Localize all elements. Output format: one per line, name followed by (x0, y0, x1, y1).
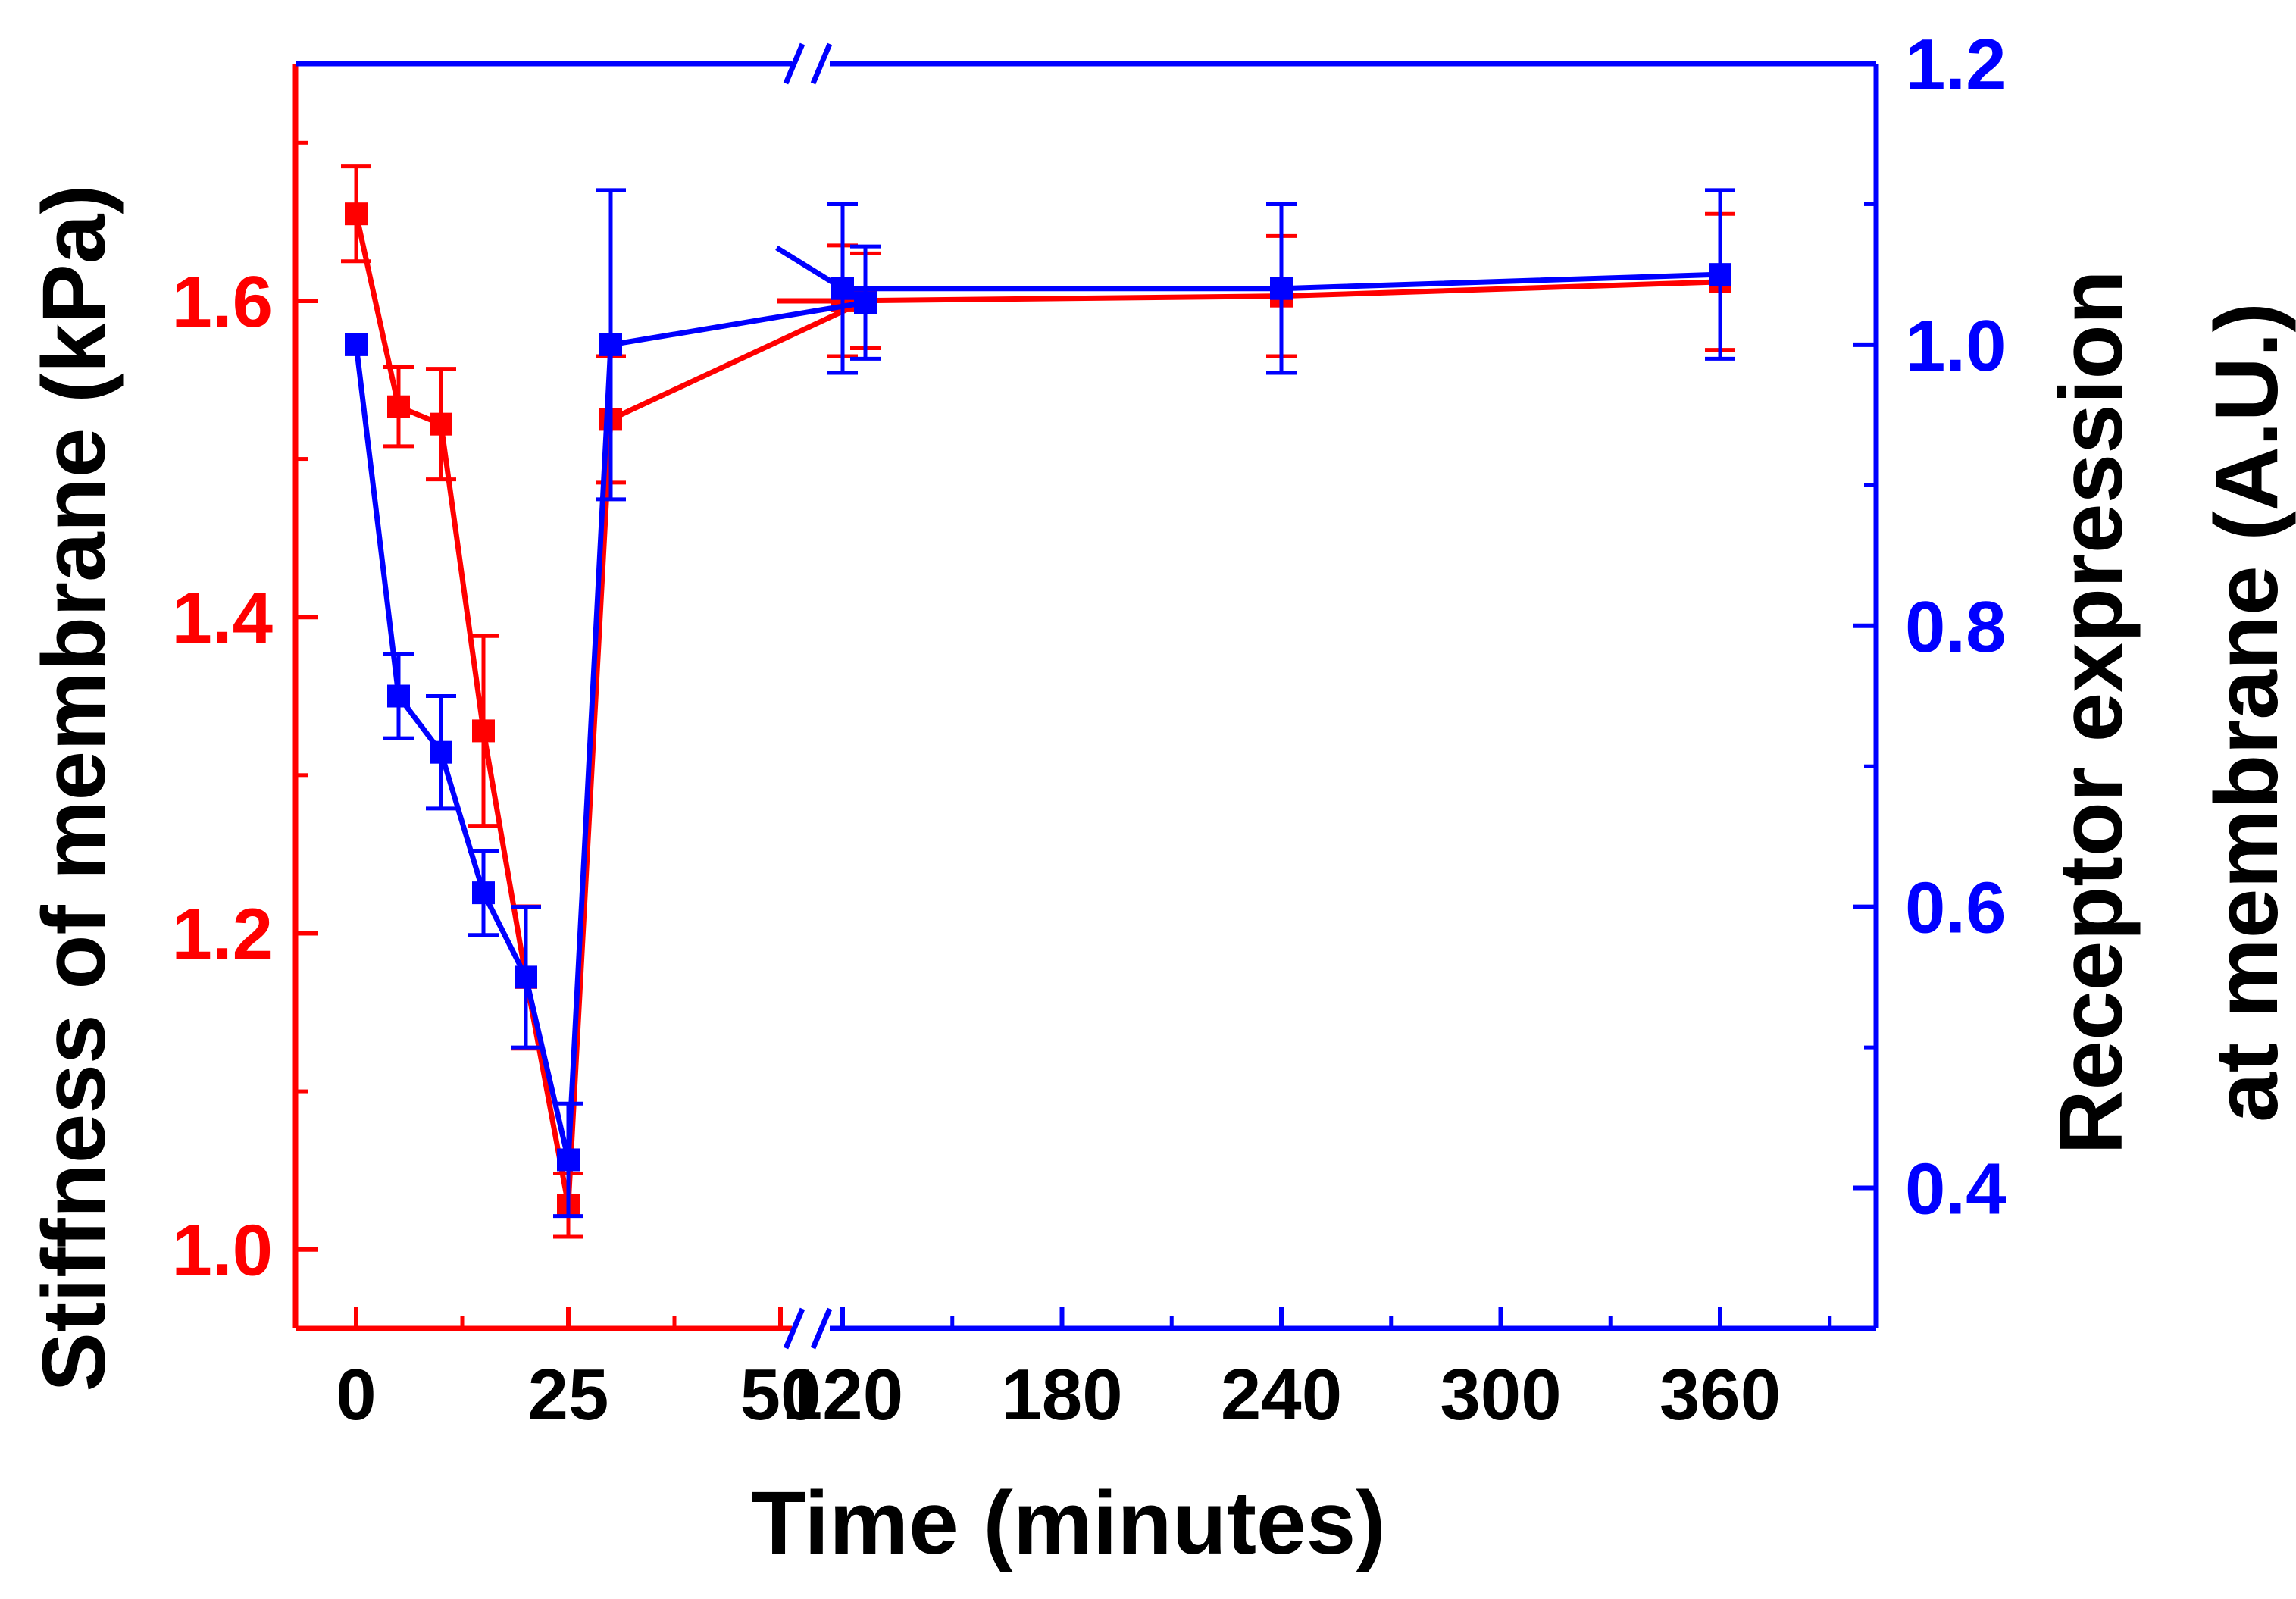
series-2 (345, 188, 1735, 1219)
y-left-tick-label: 1.6 (172, 261, 273, 343)
axis-break-mark (810, 1307, 833, 1350)
y-right-tick-label: 0.8 (1905, 587, 2006, 668)
y-axis-right-title-line2: at membrane (A.U.) (2197, 302, 2296, 1122)
data-point (387, 684, 410, 708)
y-right-tick-label: 0.4 (1905, 1149, 2006, 1230)
axes-layer (292, 42, 1879, 1350)
x-tick-label: 180 (1001, 1354, 1122, 1435)
data-point (599, 333, 622, 356)
y-right-tick-label: 1.2 (1905, 24, 2006, 105)
axis-break-mark (783, 1307, 805, 1350)
x-tick-label: 25 (528, 1354, 609, 1435)
data-point (345, 202, 368, 226)
x-axis-title: Time (minutes) (751, 1473, 1385, 1573)
y-left-tick-label: 1.0 (172, 1210, 273, 1291)
data-point (430, 740, 452, 764)
data-point (854, 291, 877, 314)
data-point (430, 412, 452, 436)
y-left-tick-label: 1.4 (172, 577, 273, 659)
data-point (1709, 263, 1731, 286)
x-tick-label: 120 (782, 1354, 903, 1435)
y-right-tick-label: 0.6 (1905, 868, 2006, 949)
data-point (472, 719, 495, 743)
x-tick-label: 240 (1221, 1354, 1342, 1435)
y-right-tick-label: 1.0 (1905, 305, 2006, 386)
x-tick-label: 360 (1659, 1354, 1781, 1435)
y-axis-left-title: Stiffness of membrane (kPa) (24, 184, 124, 1391)
x-tick-label: 0 (336, 1354, 376, 1435)
axis-break-mark (783, 42, 805, 85)
data-point (515, 965, 537, 989)
data-point (831, 277, 854, 300)
data-point (557, 1148, 580, 1172)
axis-break-mark (810, 42, 833, 85)
data-point (345, 333, 368, 356)
series-layer (341, 164, 1735, 1239)
y-axis-right-title-line1: Receptor expression (2041, 270, 2141, 1154)
data-point (1270, 277, 1293, 300)
y-left-tick-label: 1.2 (172, 893, 273, 975)
data-point (387, 395, 410, 418)
data-point (472, 881, 495, 905)
x-tick-label: 50 (740, 1354, 821, 1435)
x-tick-label: 300 (1440, 1354, 1561, 1435)
